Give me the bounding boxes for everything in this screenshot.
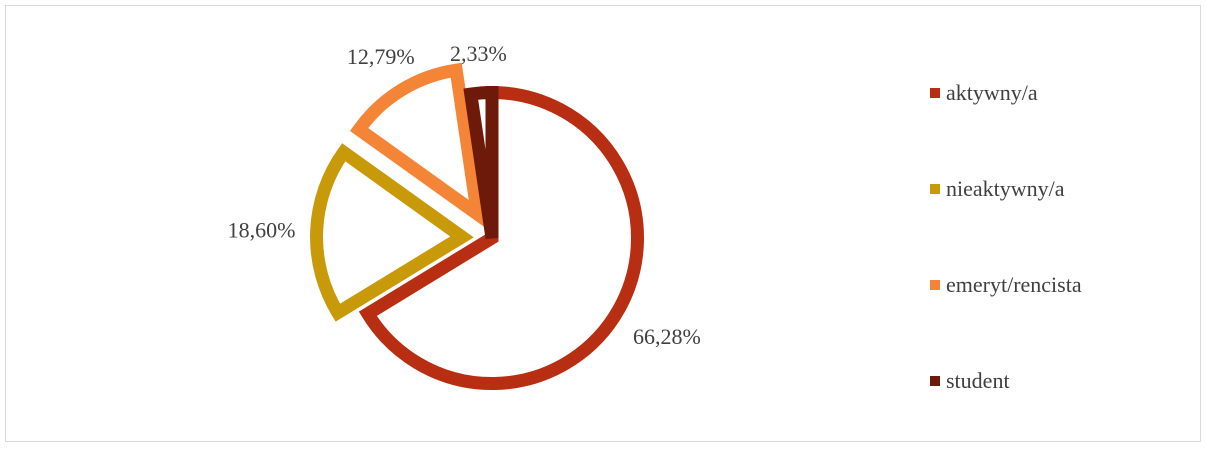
legend-item-emeryt: emeryt/rencista <box>930 270 1082 300</box>
legend-swatch <box>930 184 940 194</box>
legend-swatch <box>930 280 940 290</box>
pie-slice-aktywny <box>358 85 644 390</box>
legend-label: aktywny/a <box>946 80 1038 105</box>
legend-swatch <box>930 376 940 386</box>
pie-chart: 66,28% 18,60% 12,79% 2,33% <box>228 41 701 390</box>
pie-slice-student <box>463 85 499 239</box>
legend-label: student <box>946 368 1010 393</box>
legend-item-aktywny: aktywny/a <box>930 78 1082 108</box>
legend: aktywny/a nieaktywny/a emeryt/rencista s… <box>930 78 1082 462</box>
legend-label: nieaktywny/a <box>946 176 1065 201</box>
data-label-aktywny: 66,28% <box>633 324 701 349</box>
data-label-emeryt: 12,79% <box>347 44 415 69</box>
pie-slice-emeryt <box>349 62 487 229</box>
data-label-nieaktywny: 18,60% <box>228 218 296 243</box>
legend-item-student: student <box>930 366 1082 396</box>
pie-slice-nieaktywny <box>310 143 474 322</box>
data-label-student: 2,33% <box>450 41 507 66</box>
legend-label: emeryt/rencista <box>946 272 1082 297</box>
legend-item-nieaktywny: nieaktywny/a <box>930 174 1082 204</box>
legend-swatch <box>930 88 940 98</box>
